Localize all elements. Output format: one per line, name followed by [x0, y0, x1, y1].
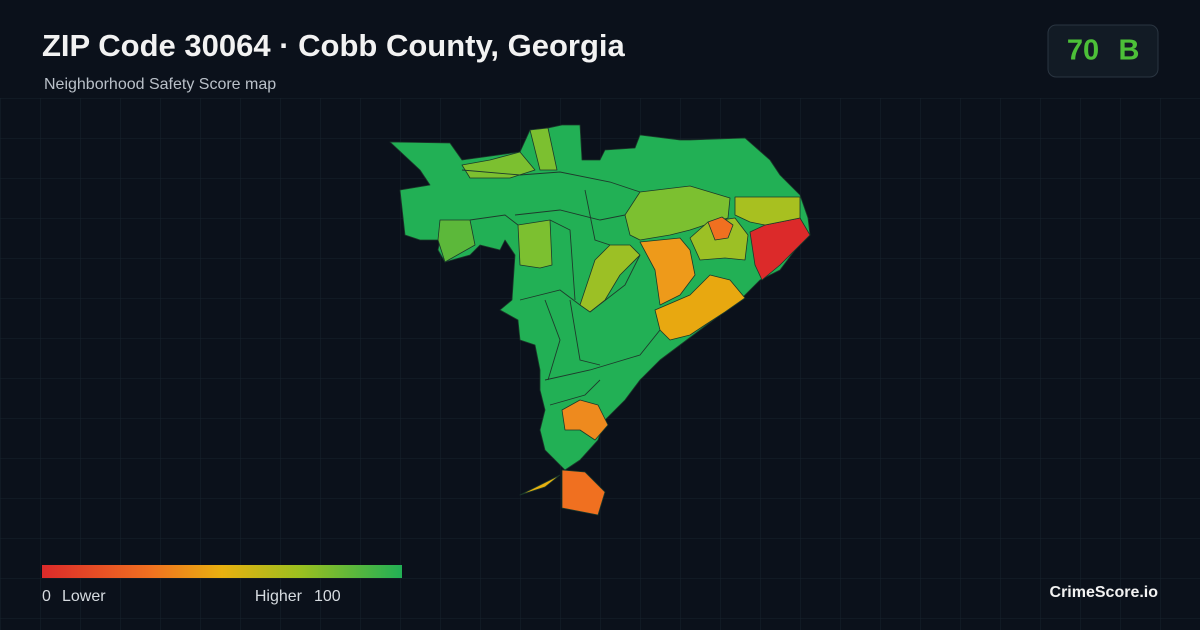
legend-min: 0 [42, 588, 51, 605]
map-boundary [569, 299, 601, 366]
map-region [707, 216, 734, 241]
legend-gradient [42, 565, 402, 578]
badge-box [1047, 24, 1159, 78]
map [389, 124, 811, 516]
map-boundary [519, 289, 581, 306]
map-boundary [544, 329, 661, 381]
map-boundary [549, 379, 601, 406]
map-region [519, 474, 561, 496]
subtitle: Neighborhood Safety Score map [44, 76, 276, 93]
map-boundary [461, 169, 641, 193]
map-boundary [589, 254, 641, 313]
legend-max-label: Higher [255, 588, 303, 605]
title: ZIP Code 30064 · Cobb County, Georgia [42, 28, 626, 63]
legend-min-label: Lower [62, 588, 106, 605]
score-value: 70 [1067, 35, 1099, 67]
map-boundary [549, 219, 576, 301]
map-boundary [514, 209, 626, 221]
legend: 0 Lower Higher 100 [42, 565, 402, 605]
map-boundary [469, 214, 519, 226]
brand: CrimeScore.io [1050, 584, 1159, 601]
map-region [437, 219, 476, 263]
map-region [734, 196, 801, 226]
score-grade: B [1119, 35, 1140, 67]
map-region [517, 219, 553, 269]
map-boundary [544, 299, 561, 381]
score-badge: 70 B [1047, 24, 1159, 78]
map-region [561, 469, 606, 516]
map-region [654, 274, 746, 341]
map-region [529, 127, 558, 171]
map-region [561, 399, 609, 441]
map-region [639, 237, 696, 306]
map-boundary [584, 189, 611, 246]
legend-max: 100 [314, 588, 341, 605]
